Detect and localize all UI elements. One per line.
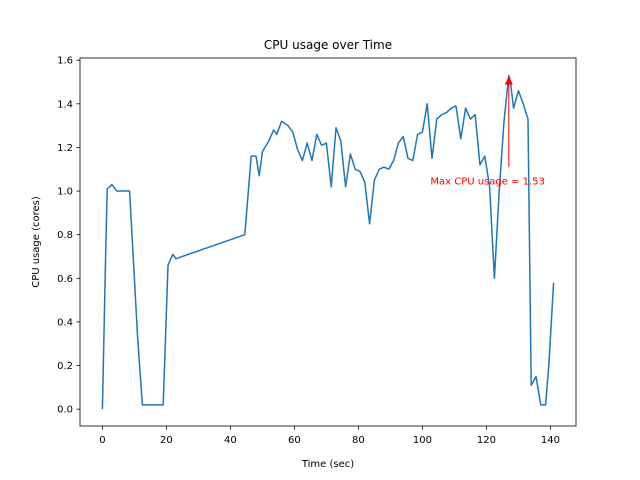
y-tick-label: 0.8 (57, 230, 73, 241)
x-tick-label: 140 (541, 435, 560, 446)
x-tick-label: 20 (160, 435, 173, 446)
y-tick-label: 1.6 (57, 56, 73, 67)
y-tick-label: 0.0 (57, 405, 73, 416)
annotation-label: Max CPU usage = 1.53 (430, 177, 545, 188)
x-axis-title: Time (sec) (301, 459, 354, 470)
x-tick-label: 40 (224, 435, 237, 446)
y-axis: 0.0 0.2 0.4 0.6 0.8 1.0 1.2 1.4 1.6 (57, 56, 80, 416)
x-axis: 0 20 40 60 80 100 120 140 (99, 426, 560, 446)
y-tick-label: 0.4 (57, 317, 73, 328)
x-tick-label: 120 (477, 435, 496, 446)
y-tick-label: 1.0 (57, 187, 73, 198)
x-tick-label: 0 (99, 435, 105, 446)
y-tick-label: 0.2 (57, 361, 73, 372)
x-tick-label: 60 (288, 435, 301, 446)
series-line-0 (101, 74, 555, 410)
y-tick-label: 0.6 (57, 274, 73, 285)
plot-frame (79, 57, 577, 427)
x-tick-label: 80 (352, 435, 365, 446)
y-tick-label: 1.2 (57, 143, 73, 154)
max-usage-annotation: Max CPU usage = 1.53 (430, 76, 545, 188)
y-axis-title: CPU usage (cores) (31, 196, 42, 288)
y-tick-label: 1.4 (57, 99, 73, 110)
x-tick-label: 100 (413, 435, 432, 446)
chart-title: CPU usage over Time (264, 38, 392, 52)
plot-area (101, 74, 555, 410)
